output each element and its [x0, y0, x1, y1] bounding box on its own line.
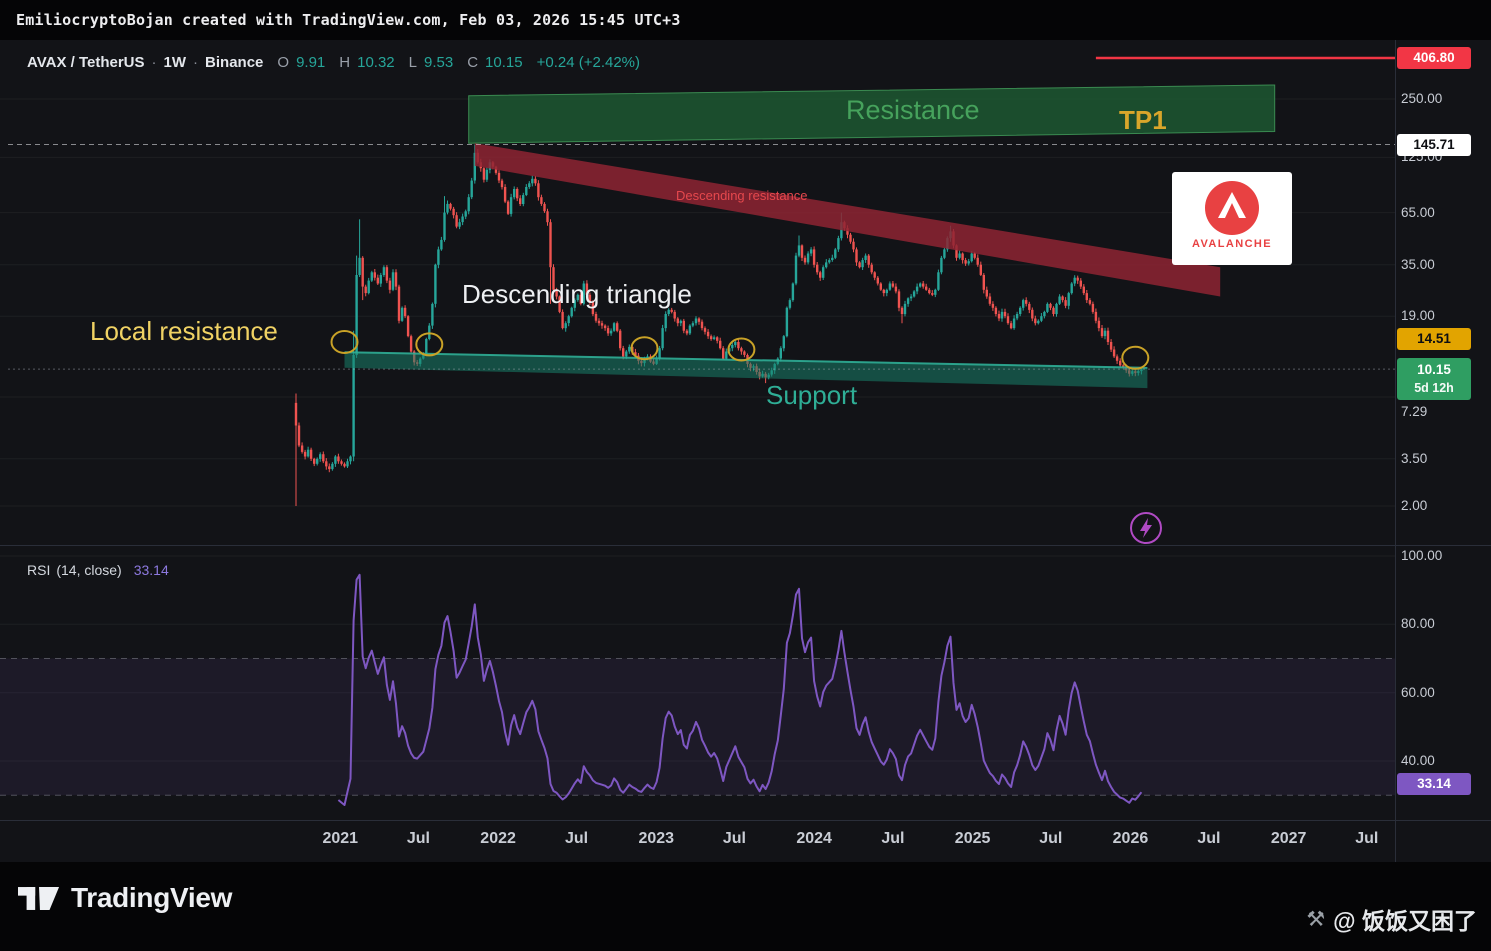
price-tick-2.00: 2.00: [1401, 498, 1428, 513]
avalanche-logo-sticker[interactable]: AVALANCHE: [1172, 172, 1292, 265]
exchange-label: Binance: [205, 54, 264, 71]
time-label-2027: 2027: [1270, 830, 1307, 847]
candlestick-series[interactable]: [294, 144, 1143, 507]
rsi-tick-60.00: 60.00: [1401, 684, 1435, 700]
ath-price-label: 145.71: [1397, 133, 1471, 156]
touch-circles[interactable]: [330, 330, 1150, 370]
tradingview-logo-icon: [18, 886, 60, 910]
time-label-2024: 2024: [796, 830, 832, 847]
rsi-params: (14, close): [56, 562, 122, 578]
avalanche-name: AVALANCHE: [1191, 238, 1273, 250]
time-label-Jul: Jul: [406, 830, 430, 847]
time-label-2025: 2025: [954, 830, 991, 847]
tp1-label[interactable]: TP1: [1119, 105, 1167, 135]
time-label-Jul: Jul: [1039, 830, 1063, 847]
avalanche-logo-icon: [1205, 181, 1259, 235]
high-value: 10.32: [357, 54, 395, 71]
price-tick-35.00: 35.00: [1401, 256, 1435, 272]
legend-separator: ·: [193, 54, 199, 71]
time-label-Jul: Jul: [565, 830, 589, 847]
open-value: 9.91: [296, 54, 326, 71]
level-price-label: 14.51: [1397, 327, 1471, 350]
support-label[interactable]: Support: [766, 380, 858, 410]
rsi-line[interactable]: [337, 573, 1143, 806]
author-watermark: ⚒ @ 饭饭又困了: [1306, 902, 1477, 936]
rsi-tick-40.00: 40.00: [1401, 753, 1435, 768]
time-label-Jul: Jul: [1355, 830, 1379, 847]
tradingview-logo[interactable]: TradingView: [18, 882, 232, 914]
time-label-Jul: Jul: [1197, 830, 1221, 847]
time-label-2022: 2022: [480, 830, 516, 847]
rsi-tick-100.00: 100.00: [1401, 548, 1443, 563]
attribution-bar: EmiliocryptoBojan created with TradingVi…: [0, 0, 1491, 40]
alert-price-label: 406.80: [1397, 46, 1471, 69]
low-value: 9.53: [424, 54, 454, 71]
rsi-value: 33.14: [133, 562, 169, 578]
symbol-legend[interactable]: AVAX / TetherUS · 1W · Binance O 9.91 H …: [27, 54, 640, 71]
time-scale[interactable]: 2021 Jul 2022 Jul 2023 Jul 2024 Jul 2025 Jul 2026 J…: [0, 820, 1491, 862]
hammer-pick-icon: ⚒: [1306, 907, 1326, 931]
time-label-2021: 2021: [322, 830, 359, 847]
time-label-2026: 2026: [1112, 830, 1149, 847]
interval-label: 1W: [163, 54, 187, 71]
rsi-title: RSI: [27, 562, 51, 578]
price-tick-7.29: 7.29: [1401, 404, 1428, 420]
lightning-icon: [1130, 512, 1162, 544]
legend-separator: ·: [151, 54, 157, 71]
lightning-sticker[interactable]: [1128, 510, 1164, 551]
rsi-legend[interactable]: RSI (14, close) 33.14: [27, 562, 169, 578]
rsi-value-label: 33.14: [1397, 773, 1471, 796]
price-tick-250.00: 250.00: [1401, 91, 1443, 106]
price-tick-65.00: 65.00: [1401, 204, 1435, 220]
price-tick-19.00: 19.00: [1401, 308, 1435, 324]
bottom-bar: TradingView ⚒ @ 饭饭又困了: [0, 862, 1491, 951]
tradingview-brand-text: TradingView: [71, 882, 233, 913]
high-key: H: [339, 54, 351, 71]
descending-resistance-band[interactable]: [474, 143, 1221, 297]
low-key: L: [408, 54, 417, 71]
last-price-label: 10.15 5d 12h: [1397, 358, 1471, 401]
local-resistance-label[interactable]: Local resistance: [90, 316, 278, 346]
watermark-text: @ 饭饭又困了: [1333, 908, 1477, 934]
time-label-2023: 2023: [638, 830, 675, 847]
descending-resistance-label[interactable]: Descending resistance: [676, 188, 808, 203]
price-tick-3.50: 3.50: [1401, 450, 1428, 466]
close-value: 10.15: [485, 54, 523, 71]
resistance-label[interactable]: Resistance: [846, 95, 980, 125]
time-label-Jul: Jul: [881, 830, 905, 847]
rsi-tick-80.00: 80.00: [1401, 616, 1435, 632]
price-scale[interactable]: 250.00 125.00 65.00 35.00 19.00 7.29 3.50 2.00 4…: [1395, 40, 1491, 822]
change-value: +0.24 (+2.42%): [536, 54, 640, 71]
descending-triangle-label[interactable]: Descending triangle: [462, 279, 692, 309]
symbol-name: AVAX / TetherUS: [27, 54, 145, 71]
open-key: O: [277, 54, 290, 71]
time-label-Jul: Jul: [722, 830, 746, 847]
attribution-text: EmiliocryptoBojan created with TradingVi…: [16, 11, 681, 29]
resistance-zone[interactable]: [468, 84, 1276, 144]
close-key: C: [467, 54, 479, 71]
